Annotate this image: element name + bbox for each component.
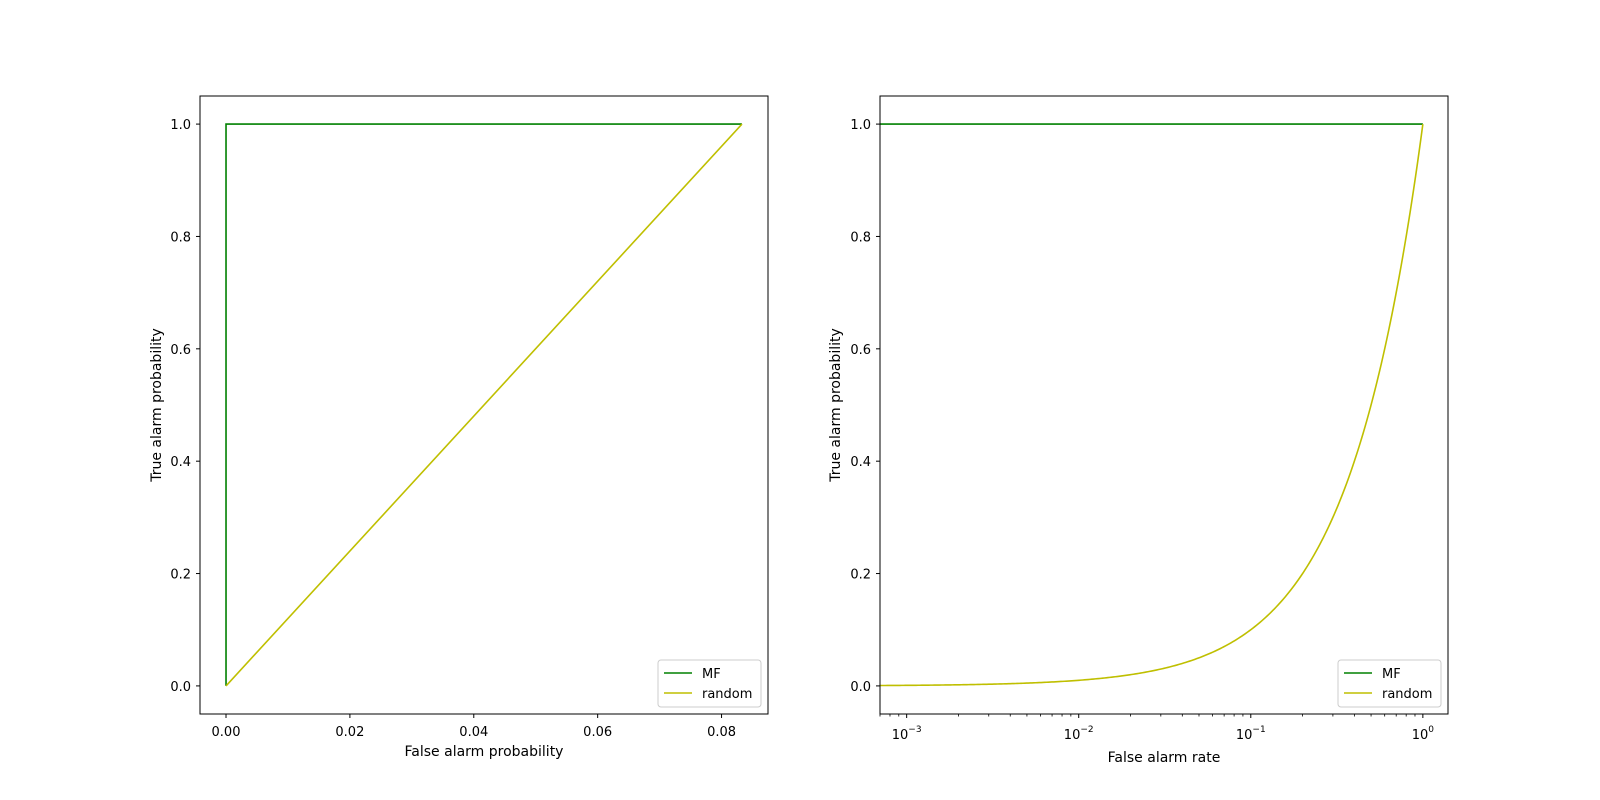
chart-right-legend-label-mf: MF: [1382, 667, 1401, 682]
chart-left-x-axis-label: False alarm probability: [405, 744, 564, 760]
chart-right-legend-box: [1337, 659, 1442, 708]
chart-left-ticks: 0.0 0.2 0.4 0.6 0.8 1.0 0.00 0.02 0.04 0.06 0.08: [170, 118, 736, 740]
chart-left-legend-label-mf: MF: [702, 667, 721, 682]
chart-right-y-tick-label: 0.8: [850, 230, 871, 245]
chart-right-y-tick-label: 1.0: [850, 118, 871, 133]
chart-left-x-tick-label: 0.00: [212, 725, 241, 740]
chart-left-series: [225, 123, 743, 687]
chart-right-x-tick-label: 10−2: [1064, 725, 1094, 743]
chart-left-y-tick-label: 0.0: [170, 680, 191, 695]
chart-left-y-tick-label: 0.2: [170, 568, 191, 583]
chart-right-y-tick-label: 0.2: [850, 568, 871, 583]
chart-right-y-tick-label: 0.4: [850, 455, 871, 470]
chart-right-legend-label-random: random: [1382, 687, 1432, 702]
chart-right-x-tick-label: 100: [1412, 725, 1435, 743]
chart-right-ticks: 0.0 0.2 0.4 0.6 0.8 1.0 10−3 10−2 10−1 100: [850, 118, 1434, 743]
chart-right-x-axis-label: False alarm rate: [1108, 750, 1221, 766]
chart-right-plot-frame: [879, 95, 1449, 715]
chart-right-y-axis-label: True alarm probability: [828, 328, 844, 483]
chart-left-series-random-line: [225, 123, 743, 687]
chart-left-x-tick-label: 0.02: [335, 725, 364, 740]
chart-left-x-tick-label: 0.06: [583, 725, 612, 740]
chart-left-plot-frame: [199, 95, 769, 715]
chart-right-y-tick-label: 0.6: [850, 343, 871, 358]
chart-right-series-random-line: [879, 123, 1424, 687]
chart-left-legend: MF random: [657, 659, 762, 708]
chart-left: 0.0 0.2 0.4 0.6 0.8 1.0 0.00 0.02 0.04 0.06 0.08 F…: [149, 95, 769, 760]
chart-left-y-axis-label: True alarm probability: [149, 328, 165, 483]
chart-right-series: [879, 123, 1424, 687]
chart-left-x-tick-label: 0.08: [707, 725, 736, 740]
chart-right-y-tick-label: 0.0: [850, 680, 871, 695]
chart-right-legend: MF random: [1337, 659, 1442, 708]
chart-right-x-tick-label: 10−1: [1236, 725, 1266, 743]
chart-left-legend-label-random: random: [702, 687, 752, 702]
chart-right-x-tick-label: 10−3: [892, 725, 922, 743]
chart-left-y-tick-label: 0.8: [170, 230, 191, 245]
chart-left-x-tick-label: 0.04: [459, 725, 488, 740]
chart-left-legend-box: [657, 659, 762, 708]
chart-left-y-tick-label: 1.0: [170, 118, 191, 133]
chart-right: 0.0 0.2 0.4 0.6 0.8 1.0 10−3 10−2 10−1 100 False …: [828, 95, 1449, 766]
chart-left-y-tick-label: 0.6: [170, 343, 191, 358]
chart-left-series-mf-line: [225, 123, 742, 686]
chart-left-y-tick-label: 0.4: [170, 455, 191, 470]
